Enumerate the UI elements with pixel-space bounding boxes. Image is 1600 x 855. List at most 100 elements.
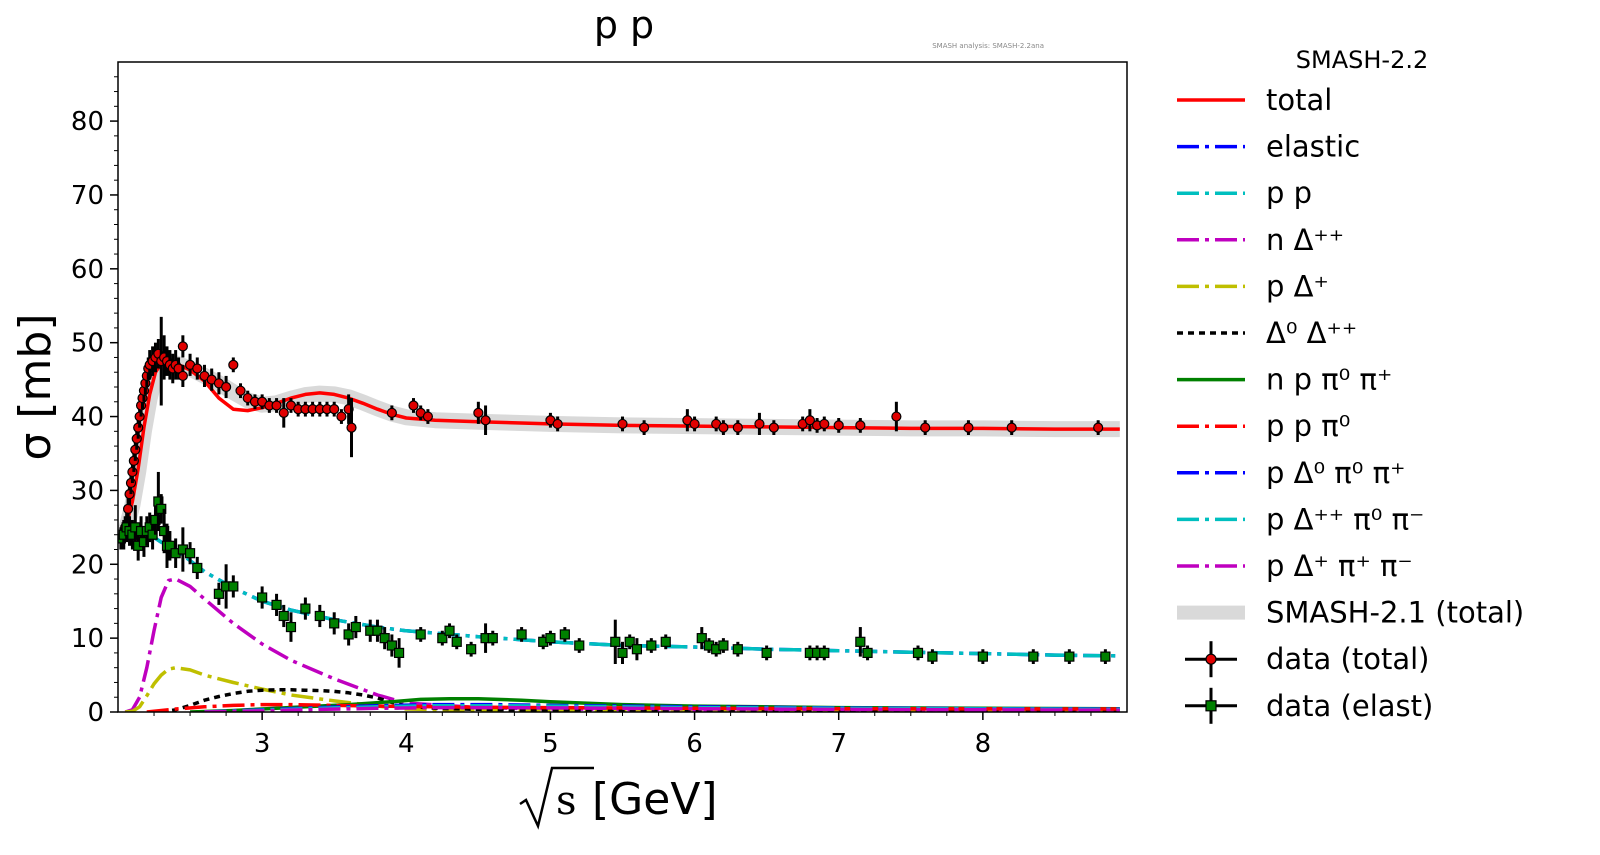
data-point-total: [307, 401, 318, 417]
data-point-total: [963, 420, 974, 436]
data-marker: [574, 640, 585, 651]
x-axis-label-unit: [GeV]: [592, 774, 718, 825]
legend-label: p Δ⁰ π⁰ π⁺: [1266, 456, 1405, 490]
data-point-elast: [350, 615, 361, 639]
y-tick-label: 60: [71, 255, 104, 285]
data-point-total: [346, 398, 357, 458]
legend-label: elastic: [1266, 130, 1360, 164]
legend-item-smash-2-1-total: SMASH-2.1 (total): [1177, 596, 1524, 630]
data-marker: [552, 418, 563, 430]
legend-label: SMASH-2.1 (total): [1266, 596, 1524, 630]
legend-item-data-total: data (total): [1185, 641, 1429, 678]
data-marker: [122, 503, 134, 514]
data-point-elast: [927, 649, 938, 664]
data-point-total: [1006, 420, 1017, 436]
data-point-total: [552, 416, 563, 432]
data-marker: [660, 636, 671, 647]
data-marker: [862, 647, 873, 659]
legend-label: Δ⁰ Δ⁺⁺: [1266, 316, 1357, 350]
legend-item-p-p: p p π⁰: [1177, 409, 1350, 443]
data-point-total: [480, 405, 491, 436]
data-point-elast: [437, 630, 448, 646]
legend-item-series: Δ⁰ Δ⁺⁺: [1177, 316, 1357, 350]
data-marker: [386, 407, 397, 418]
legend-item-n: n Δ⁺⁺: [1177, 223, 1344, 257]
data-point-elast: [393, 638, 405, 668]
legend-label: p Δ⁺ π⁺ π⁻: [1266, 549, 1413, 583]
data-marker: [855, 636, 866, 647]
data-point-elast: [819, 645, 830, 661]
data-point-elast: [559, 627, 570, 642]
data-marker: [213, 588, 224, 599]
data-point-total: [278, 398, 289, 428]
data-marker: [768, 422, 779, 433]
data-point-elast: [487, 630, 498, 646]
data-point-total: [213, 372, 224, 395]
data-point-elast: [646, 638, 657, 653]
data-marker: [346, 422, 357, 433]
legend-label: n p π⁰ π⁺: [1266, 363, 1392, 397]
data-marker: [177, 370, 188, 382]
data-marker: [156, 503, 167, 514]
data-marker: [617, 418, 628, 430]
data-marker: [624, 636, 635, 647]
data-point-elast: [372, 619, 383, 642]
data-marker: [610, 636, 621, 647]
data-marker: [718, 422, 729, 433]
data-point-elast: [617, 641, 628, 664]
data-point-total: [235, 383, 246, 399]
data-marker: [278, 610, 289, 622]
data-marker: [444, 625, 455, 636]
data-marker: [415, 629, 426, 640]
data-marker: [271, 400, 282, 411]
data-point-elast: [631, 638, 643, 661]
y-axis-label: σ [mb]: [10, 314, 61, 461]
data-marker: [221, 381, 232, 393]
data-point-total: [221, 375, 232, 399]
data-point-total: [1093, 420, 1104, 436]
data-point-elast: [1064, 649, 1075, 664]
data-point-total: [754, 412, 765, 436]
data-point-elast: [545, 630, 556, 646]
data-point-total: [293, 401, 304, 417]
series-line-n-4: [124, 577, 1120, 712]
data-marker: [177, 341, 188, 352]
data-point-elast: [300, 597, 311, 620]
series-line-p-5: [125, 665, 1120, 712]
data-point-elast: [379, 627, 390, 650]
data-point-elast: [285, 612, 297, 642]
x-axis-label-variable: s: [556, 778, 577, 824]
data-marker: [754, 418, 765, 430]
x-tick-label: 7: [830, 729, 847, 759]
data-marker: [819, 418, 830, 430]
data-marker: [379, 633, 390, 644]
data-marker: [350, 621, 361, 633]
data-point-total: [408, 398, 419, 413]
data-point-elast: [516, 627, 527, 642]
legend-label: p p π⁰: [1266, 409, 1350, 443]
data-marker: [761, 647, 772, 659]
sqrt-symbol: [519, 766, 594, 830]
legend-item-p: p Δ⁰ π⁰ π⁺: [1177, 456, 1405, 490]
data-point-total: [206, 368, 217, 391]
data-point-total: [177, 335, 188, 358]
data-point-total: [177, 364, 188, 387]
data-point-elast: [228, 575, 239, 598]
data-marker: [285, 621, 297, 633]
data-marker: [639, 422, 650, 433]
data-marker: [1093, 422, 1104, 433]
data-points-layer: [118, 316, 1111, 668]
data-point-elast: [343, 623, 354, 646]
data-point-elast: [444, 623, 455, 639]
data-marker: [1100, 651, 1111, 662]
data-marker: [372, 625, 383, 636]
data-marker: [408, 400, 419, 411]
legend-label: total: [1266, 83, 1332, 117]
legend-swatch-marker: [1205, 653, 1217, 665]
data-marker: [718, 640, 729, 651]
watermark-text: SMASH analysis: SMASH-2.2ana: [932, 42, 1044, 50]
data-marker: [732, 644, 743, 655]
data-point-elast: [213, 582, 224, 605]
data-point-elast: [184, 542, 196, 565]
